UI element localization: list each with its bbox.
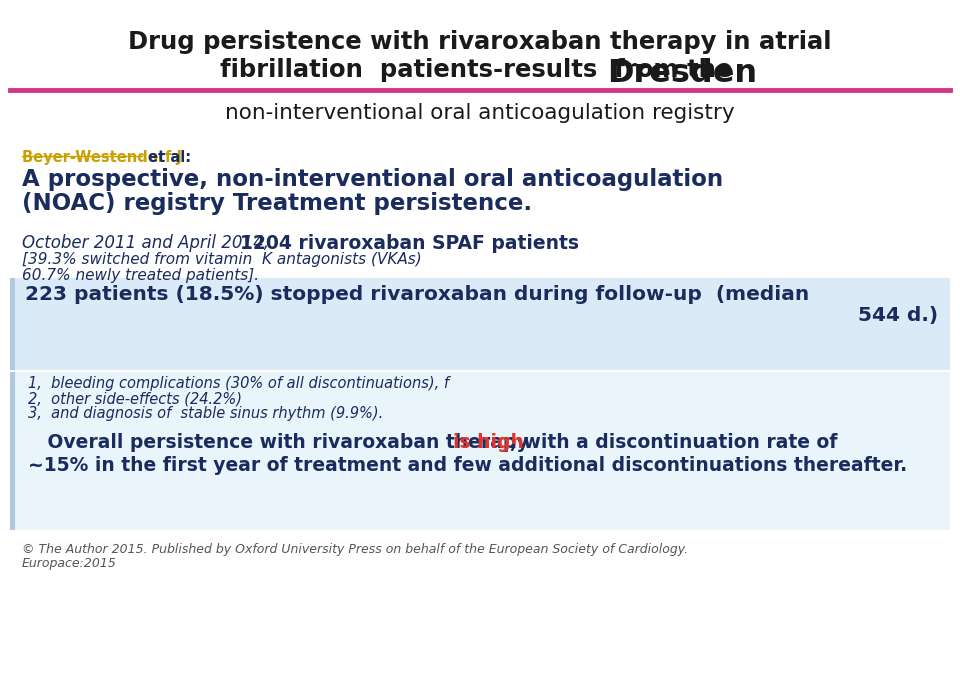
Text: A prospective, non-interventional oral anticoagulation: A prospective, non-interventional oral a… xyxy=(22,168,723,191)
Text: Dresden: Dresden xyxy=(607,58,757,89)
Text: © The Author 2015. Published by Oxford University Press on behalf of the Europea: © The Author 2015. Published by Oxford U… xyxy=(22,543,688,556)
Text: Beyer-Westendorf J: Beyer-Westendorf J xyxy=(22,150,182,165)
Text: 2,  other side-effects (24.2%): 2, other side-effects (24.2%) xyxy=(28,391,242,406)
Text: non-interventional oral anticoagulation registry: non-interventional oral anticoagulation … xyxy=(226,103,734,123)
Text: ~15% in the first year of treatment and few additional discontinuations thereaft: ~15% in the first year of treatment and … xyxy=(28,456,907,475)
Text: 1,  bleeding complications (30% of all discontinuations), f: 1, bleeding complications (30% of all di… xyxy=(28,376,449,391)
Text: 223 patients (18.5%) stopped rivaroxaban during follow-up  (median: 223 patients (18.5%) stopped rivaroxaban… xyxy=(25,285,809,304)
Text: 3,  and diagnosis of  stable sinus rhythm (9.9%).: 3, and diagnosis of stable sinus rhythm … xyxy=(28,406,383,421)
FancyBboxPatch shape xyxy=(10,278,15,370)
Text: 1204 rivaroxaban SPAF patients: 1204 rivaroxaban SPAF patients xyxy=(240,234,579,253)
FancyBboxPatch shape xyxy=(10,372,15,530)
Text: Overall persistence with rivaroxaban therapy: Overall persistence with rivaroxaban the… xyxy=(28,433,535,452)
Text: Drug persistence with rivaroxaban therapy in atrial: Drug persistence with rivaroxaban therap… xyxy=(129,30,831,54)
Text: [39.3% switched from vitamin  K antagonists (VKAs): [39.3% switched from vitamin K antagonis… xyxy=(22,252,421,267)
Text: October 2011 and April 2014,: October 2011 and April 2014, xyxy=(22,234,275,252)
Text: 544 d.): 544 d.) xyxy=(858,306,938,325)
Text: , with a discontinuation rate of: , with a discontinuation rate of xyxy=(510,433,837,452)
Text: Europace:2015: Europace:2015 xyxy=(22,557,117,570)
FancyBboxPatch shape xyxy=(10,372,950,530)
Text: (NOAC) registry Treatment persistence.: (NOAC) registry Treatment persistence. xyxy=(22,192,532,215)
Text: et al:: et al: xyxy=(143,150,191,165)
Text: is high: is high xyxy=(453,433,524,452)
Text: fibrillation  patients-results  from the: fibrillation patients-results from the xyxy=(220,58,740,82)
Text: 60.7% newly treated patients].: 60.7% newly treated patients]. xyxy=(22,268,259,283)
FancyBboxPatch shape xyxy=(10,278,950,370)
